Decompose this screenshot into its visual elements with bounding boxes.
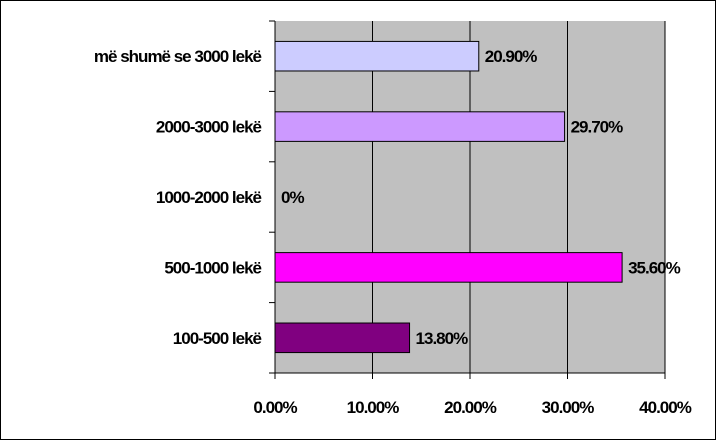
- x-tick-label-2: 20.00%: [444, 398, 497, 417]
- data-label-1: 35.60%: [628, 258, 681, 277]
- y-tick-label-3: 2000-3000 lekë: [156, 118, 262, 137]
- x-tick-label-4: 40.00%: [639, 398, 692, 417]
- x-tick-labels: 0.00% 10.00% 20.00% 30.00% 40.00%: [253, 398, 692, 417]
- bar-1: [274, 252, 623, 283]
- y-tick-label-2: 1000-2000 lekë: [156, 188, 262, 207]
- data-label-2: 0%: [281, 188, 304, 207]
- axes: [269, 20, 666, 379]
- bar-4: [274, 40, 480, 72]
- x-tick-label-3: 30.00%: [542, 398, 595, 417]
- x-tick-label-0: 0.00%: [253, 398, 297, 417]
- bar-3: [274, 111, 566, 142]
- grid-lines: [372, 21, 666, 373]
- bars: [274, 40, 623, 354]
- data-labels: 13.80% 35.60% 0% 29.70% 20.90%: [281, 47, 682, 348]
- y-tick-label-0: 100-500 lekë: [173, 329, 262, 348]
- data-label-3: 29.70%: [571, 118, 624, 137]
- data-label-4: 20.90%: [485, 47, 538, 66]
- x-tick-label-1: 10.00%: [347, 398, 400, 417]
- bar-0: [274, 322, 411, 354]
- y-tick-label-1: 500-1000 lekë: [164, 258, 261, 277]
- y-tick-labels: 100-500 lekë 500-1000 lekë 1000-2000 lekë 2…: [94, 47, 263, 348]
- data-label-0: 13.80%: [416, 329, 469, 348]
- y-tick-label-4: më shumë se 3000 lekë: [94, 47, 262, 66]
